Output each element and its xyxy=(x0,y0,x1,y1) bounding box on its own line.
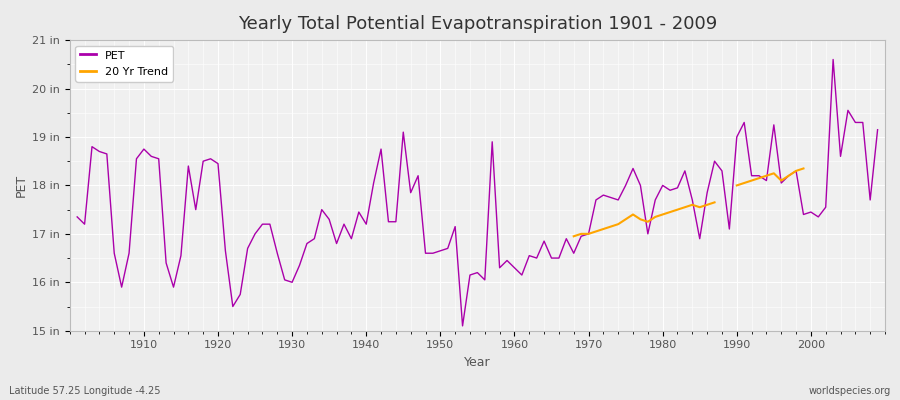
20 Yr Trend xyxy=(627,212,638,217)
PET xyxy=(606,195,616,200)
PET xyxy=(338,222,349,226)
Legend: PET, 20 Yr Trend: PET, 20 Yr Trend xyxy=(76,46,173,82)
Line: 20 Yr Trend: 20 Yr Trend xyxy=(573,202,715,236)
Line: PET: PET xyxy=(77,60,878,326)
20 Yr Trend xyxy=(702,202,713,207)
20 Yr Trend xyxy=(643,219,653,224)
20 Yr Trend xyxy=(598,227,608,232)
20 Yr Trend xyxy=(606,224,616,229)
20 Yr Trend xyxy=(635,217,646,222)
20 Yr Trend xyxy=(665,210,676,214)
20 Yr Trend xyxy=(672,207,683,212)
20 Yr Trend xyxy=(568,234,579,239)
20 Yr Trend xyxy=(576,232,587,236)
Y-axis label: PET: PET xyxy=(15,174,28,197)
20 Yr Trend xyxy=(680,205,690,210)
Text: Latitude 57.25 Longitude -4.25: Latitude 57.25 Longitude -4.25 xyxy=(9,386,160,396)
PET xyxy=(517,273,527,278)
PET xyxy=(131,156,142,161)
Text: worldspecies.org: worldspecies.org xyxy=(809,386,891,396)
20 Yr Trend xyxy=(620,217,631,222)
20 Yr Trend xyxy=(650,214,661,219)
PET xyxy=(872,127,883,132)
PET xyxy=(457,324,468,328)
20 Yr Trend xyxy=(687,202,698,207)
X-axis label: Year: Year xyxy=(464,356,491,369)
20 Yr Trend xyxy=(657,212,668,217)
20 Yr Trend xyxy=(590,229,601,234)
PET xyxy=(72,214,83,219)
Title: Yearly Total Potential Evapotranspiration 1901 - 2009: Yearly Total Potential Evapotranspiratio… xyxy=(238,15,717,33)
20 Yr Trend xyxy=(613,222,624,226)
PET xyxy=(294,263,305,268)
PET xyxy=(828,57,839,62)
20 Yr Trend xyxy=(709,200,720,205)
20 Yr Trend xyxy=(694,205,705,210)
20 Yr Trend xyxy=(583,232,594,236)
PET xyxy=(509,265,520,270)
